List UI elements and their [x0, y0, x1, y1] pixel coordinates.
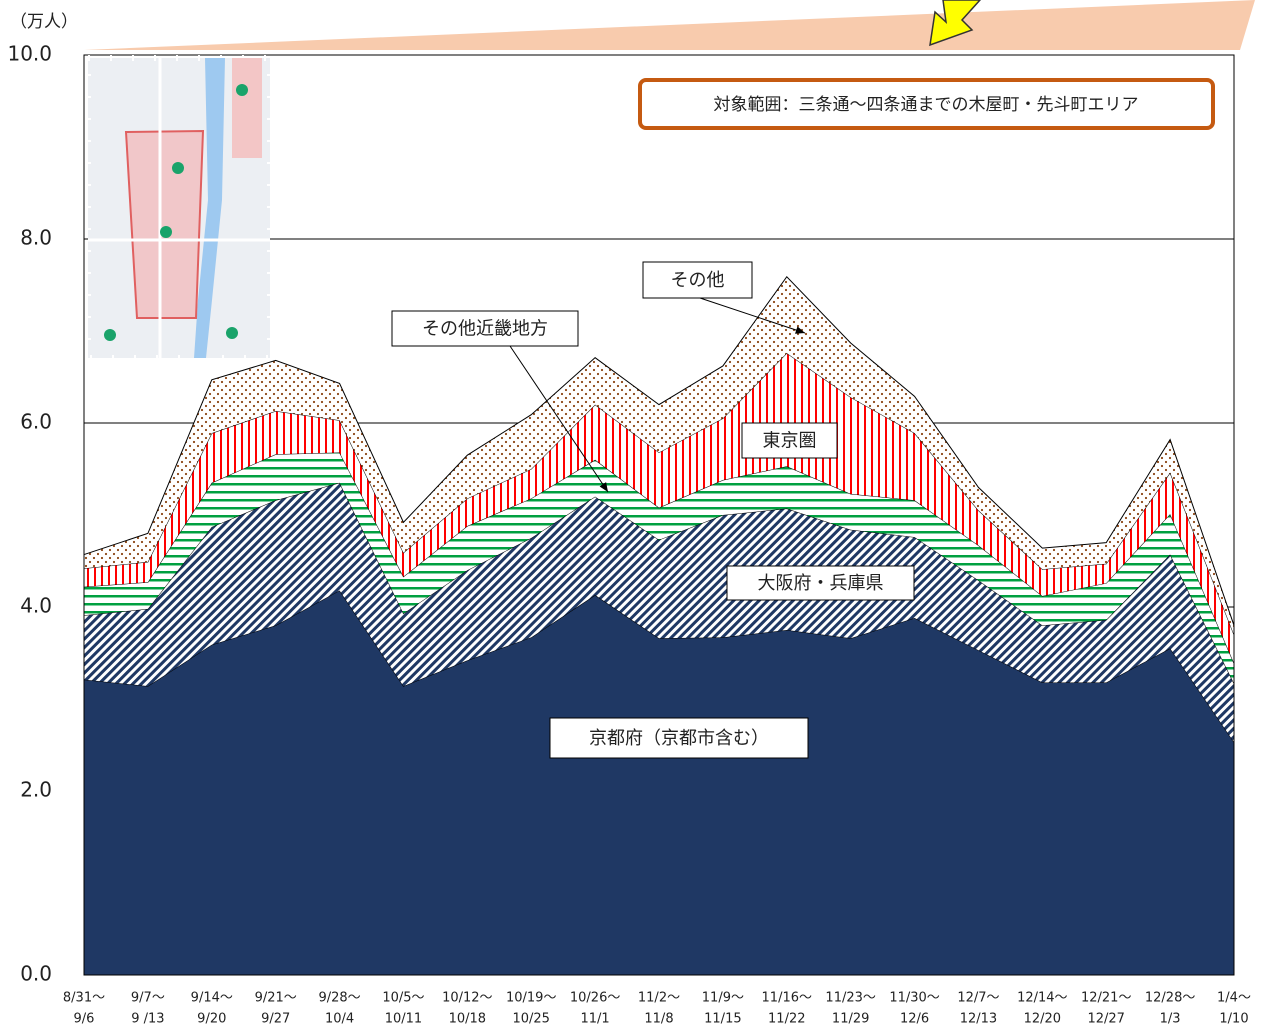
x-tick-label: 12/20: [1024, 1012, 1061, 1027]
x-tick-label: 9/20: [197, 1012, 226, 1027]
x-tick-label: 10/5～: [382, 991, 424, 1006]
x-tick-label: 10/4: [325, 1012, 354, 1027]
series-label: 京都府（京都市含む）: [589, 728, 769, 749]
x-tick-label: 11/29: [832, 1012, 869, 1027]
x-tick-label: 12/28～: [1145, 991, 1195, 1006]
y-tick-label: 4.0: [20, 594, 52, 618]
x-tick-label: 10/18: [449, 1012, 486, 1027]
series-label: 東京圏: [763, 431, 817, 452]
x-tick-label: 12/27: [1087, 1012, 1124, 1027]
y-tick-label: 10.0: [7, 42, 52, 66]
banner: [84, 0, 1255, 50]
x-tick-label: 8/31～: [63, 991, 105, 1006]
y-tick-label: 8.0: [20, 226, 52, 250]
x-tick-label: 1/4～: [1217, 991, 1251, 1006]
series-label: その他近畿地方: [422, 319, 548, 340]
x-tick-label: 11/30～: [889, 991, 939, 1006]
x-tick-label: 12/7～: [957, 991, 999, 1006]
x-tick-label: 12/13: [960, 1012, 997, 1027]
x-tick-label: 12/6: [900, 1012, 929, 1027]
x-tick-label: 9/21～: [255, 991, 297, 1006]
y-tick-label: 0.0: [20, 962, 52, 986]
x-tick-label: 10/12～: [442, 991, 492, 1006]
x-tick-label: 9/27: [261, 1012, 290, 1027]
x-tick-label: 9/6: [74, 1012, 95, 1027]
chart: （万人） 0.0 2.0 4.0 6.0 8.0 10.0 対象範囲：三条通～四条通までの…: [0, 0, 1267, 1030]
y-unit: （万人）: [10, 12, 78, 32]
x-tick-label: 12/21～: [1081, 991, 1131, 1006]
x-tick-label: 1/3: [1160, 1012, 1181, 1027]
x-tick-label: 10/19～: [506, 991, 556, 1006]
x-tick-label: 10/25: [512, 1012, 549, 1027]
x-tick-label: 9 /13: [131, 1012, 164, 1027]
x-tick-label: 11/2～: [638, 991, 680, 1006]
x-tick-label: 11/9～: [702, 991, 744, 1006]
y-tick-label: 6.0: [20, 410, 52, 434]
x-tick-label: 11/22: [768, 1012, 805, 1027]
x-tick-label: 9/28～: [318, 991, 360, 1006]
x-tick-label: 1/10: [1219, 1012, 1248, 1027]
x-tick-label: 9/7～: [131, 991, 165, 1006]
x-tick-label: 11/23～: [825, 991, 875, 1006]
x-tick-label: 11/16～: [762, 991, 812, 1006]
x-tick-label: 11/1: [581, 1012, 610, 1027]
map-inset: [88, 58, 270, 358]
series-label: その他: [671, 270, 725, 291]
x-tick-label: 11/8: [644, 1012, 673, 1027]
x-tick-label: 10/26～: [570, 991, 620, 1006]
y-tick-label: 2.0: [20, 778, 52, 802]
annotation: 対象範囲：三条通～四条通までの木屋町・先斗町エリア: [714, 95, 1139, 115]
series-label: 大阪府・兵庫県: [758, 573, 884, 594]
x-tick-label: 12/14～: [1017, 991, 1067, 1006]
x-tick-label: 11/15: [704, 1012, 741, 1027]
x-tick-label: 9/14～: [191, 991, 233, 1006]
x-tick-label: 10/11: [385, 1012, 422, 1027]
